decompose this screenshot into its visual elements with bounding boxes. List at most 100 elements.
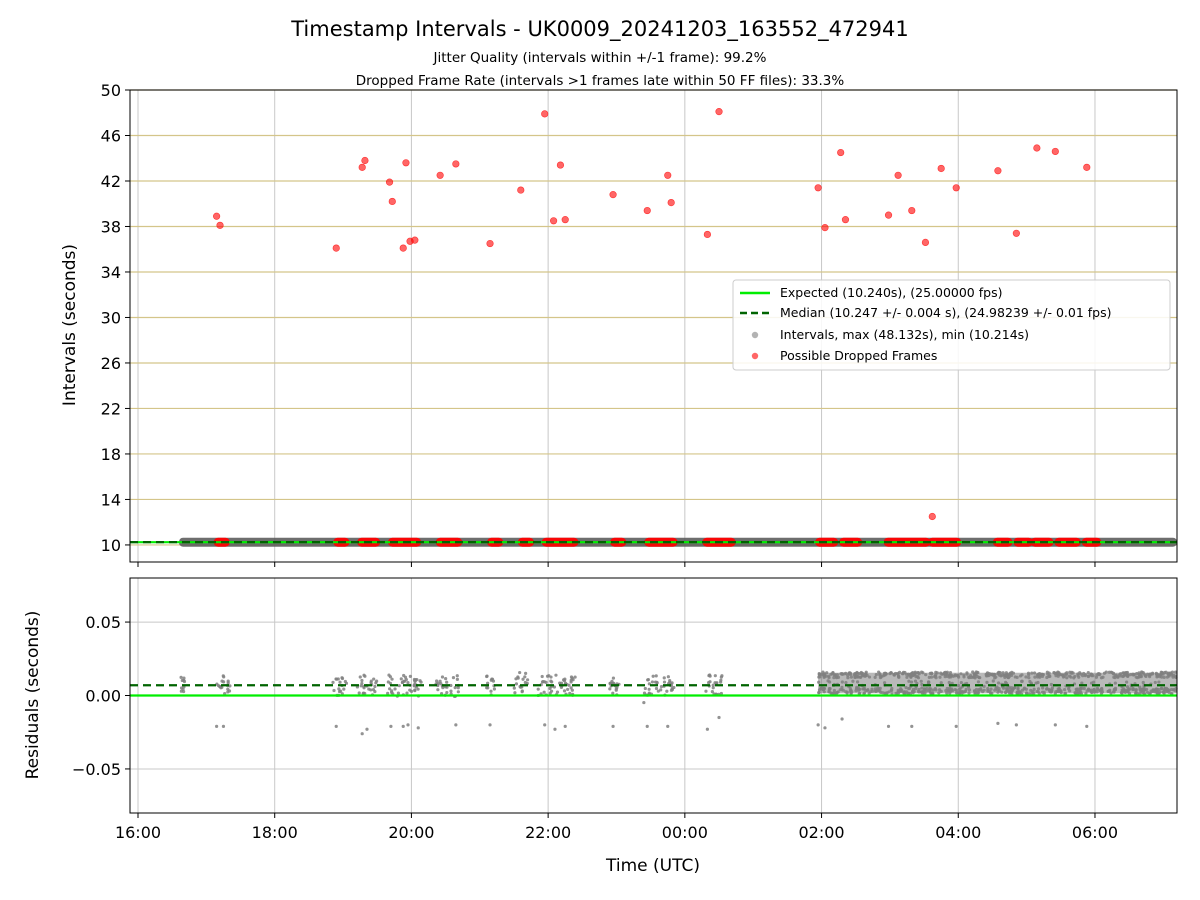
residual-point-141	[444, 677, 448, 681]
residual-point-1219	[416, 726, 420, 730]
residual-point-382	[832, 688, 837, 693]
residual-point-207	[549, 689, 554, 693]
residual-point-1083	[927, 686, 932, 691]
residual-point-248	[643, 686, 647, 691]
dropped-frame-point-23	[703, 230, 711, 239]
residual-point-147	[440, 675, 445, 679]
residual-point-1239	[1085, 724, 1089, 728]
residual-point-24	[215, 682, 219, 686]
residual-point-171	[514, 682, 519, 686]
residual-point-437	[1041, 686, 1045, 690]
residual-point-608	[1101, 675, 1105, 679]
residual-point-1227	[666, 724, 670, 728]
residual-point-1037	[862, 691, 867, 695]
residual-point-1056	[1131, 673, 1136, 677]
residual-point-1011	[860, 673, 865, 677]
residual-point-962	[1063, 687, 1067, 692]
residual-point-1201	[1139, 689, 1143, 693]
residual-point-995	[854, 689, 858, 693]
residual-point-163	[513, 691, 517, 695]
residual-point-146	[453, 685, 457, 690]
residual-point-1174	[835, 675, 839, 680]
intervals-ytick-label-10: 50	[101, 81, 121, 100]
residual-point-387	[844, 680, 848, 685]
residual-point-139	[445, 685, 449, 689]
dropped-frame-point-17	[556, 161, 565, 169]
residual-point-1204	[928, 689, 932, 694]
dropped-frame-point-0	[213, 212, 221, 220]
dropped-frame-point-10	[411, 236, 419, 244]
dropped-frame-point-7	[399, 244, 407, 252]
residual-point-1015	[1094, 675, 1099, 679]
residual-point-1232	[840, 717, 844, 721]
residual-point-122	[435, 679, 439, 683]
residual-point-1149	[951, 674, 955, 678]
residual-point-457	[939, 681, 943, 685]
residual-point-106	[419, 680, 423, 684]
residual-point-7	[180, 678, 184, 683]
residual-point-890	[1145, 690, 1150, 695]
residual-point-933	[821, 670, 825, 674]
residual-point-1085	[937, 691, 941, 695]
residual-point-1191	[1001, 686, 1006, 690]
residual-point-1213	[334, 724, 338, 728]
dropped-frame-point-1	[216, 221, 224, 229]
residual-point-802	[817, 690, 821, 695]
residual-point-1137	[817, 675, 821, 679]
residual-point-1160	[904, 690, 909, 694]
dropped-frame-point-40	[1083, 163, 1091, 171]
intervals-ytick-label-8: 42	[101, 172, 121, 191]
residual-point-202	[541, 680, 545, 684]
residual-point-165	[518, 670, 522, 675]
residual-point-1153	[1038, 673, 1042, 678]
residual-point-1021	[920, 682, 924, 687]
residual-point-27	[222, 675, 226, 679]
residuals-xtick-label-5: 02:00	[798, 823, 844, 842]
residual-point-182	[562, 689, 567, 693]
residual-point-44	[338, 689, 343, 693]
residual-point-203	[570, 688, 574, 692]
residual-point-285	[654, 686, 659, 691]
residual-point-1200	[1010, 688, 1014, 693]
residual-point-1157	[1053, 691, 1057, 696]
residual-point-1040	[1160, 671, 1164, 675]
dropped-frame-point-11	[436, 171, 444, 179]
dropped-frame-point-37	[1012, 229, 1020, 237]
dropped-frame-point-38	[1033, 144, 1041, 152]
residual-point-383	[920, 686, 924, 690]
residual-point-1154	[896, 672, 900, 677]
residual-point-34	[332, 688, 336, 693]
residual-point-113	[412, 677, 417, 682]
residual-point-299	[711, 686, 715, 690]
residual-point-176	[520, 689, 524, 693]
residual-point-966	[844, 671, 848, 675]
residual-point-389	[1001, 671, 1005, 675]
residual-point-301	[710, 690, 714, 694]
residuals-xtick-label-3: 22:00	[525, 823, 571, 842]
chart-subtitle-line-2: Dropped Frame Rate (intervals >1 frames …	[356, 73, 845, 89]
residual-point-1218	[406, 723, 410, 727]
intervals-ytick-label-6: 34	[101, 263, 121, 282]
residual-point-1220	[454, 723, 458, 727]
residual-point-639	[845, 691, 849, 695]
residual-point-91	[405, 691, 409, 695]
residual-point-537	[870, 687, 874, 691]
residual-point-374	[1084, 691, 1088, 696]
residuals-ytick-label-1: 0.00	[85, 687, 121, 706]
residual-point-823	[1047, 674, 1051, 678]
legend-intervals-label: Intervals, max (48.132s), min (10.214s)	[780, 327, 1029, 342]
residual-point-72	[358, 675, 362, 679]
residuals-x-axis-label: Time (UTC)	[605, 856, 700, 876]
residual-point-1014	[934, 676, 938, 680]
residual-point-742	[1092, 688, 1096, 692]
residual-point-142	[455, 674, 459, 678]
residual-point-69	[373, 690, 377, 694]
residual-point-1224	[563, 724, 567, 728]
residual-point-1208	[1169, 672, 1173, 676]
dropped-frame-point-34	[937, 164, 945, 173]
residual-point-283	[642, 691, 647, 695]
residual-point-246	[608, 681, 612, 686]
residual-point-709	[817, 672, 821, 676]
residual-point-998	[1144, 687, 1149, 692]
